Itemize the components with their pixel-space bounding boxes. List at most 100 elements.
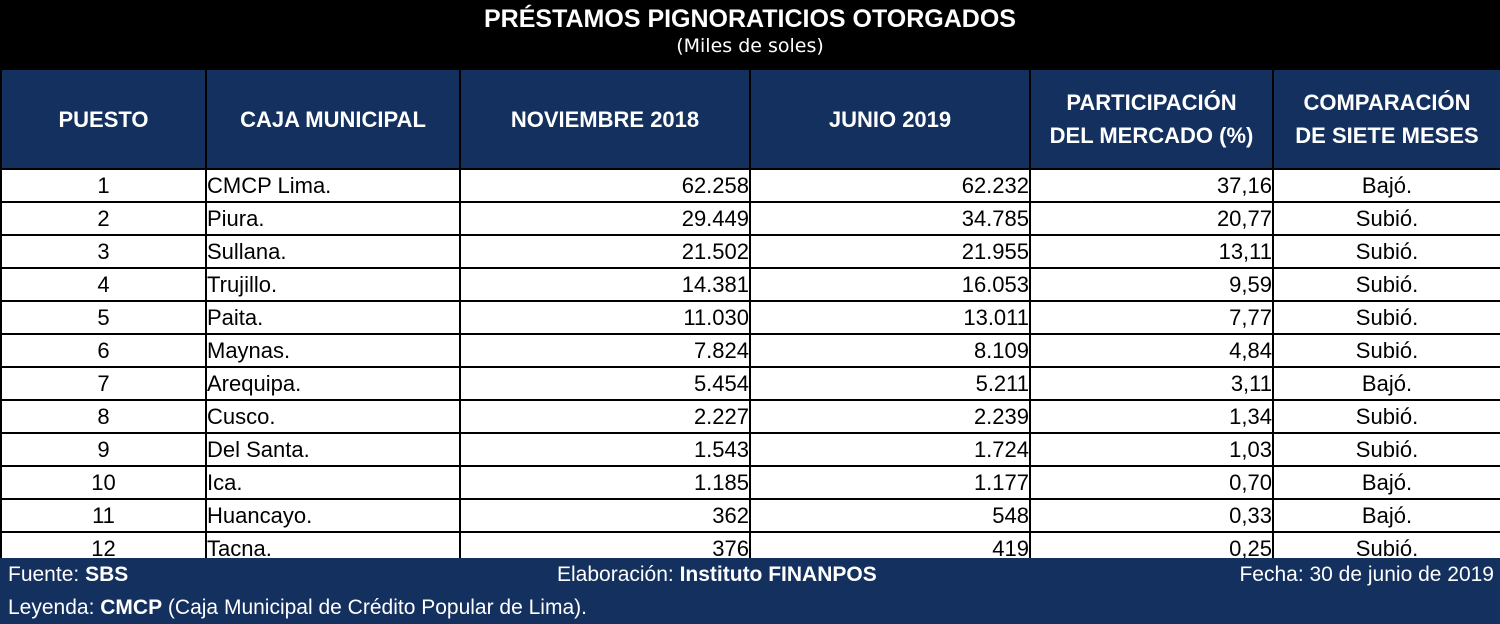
cell-rank: 7 (0, 366, 207, 401)
cell-market-share: 37,16 (1029, 168, 1274, 203)
cell-market-share: 1,03 (1029, 432, 1274, 467)
cell-jun-2019: 2.239 (749, 399, 1031, 434)
cell-rank: 11 (0, 498, 207, 533)
table-header-row: PUESTO CAJA MUNICIPAL NOVIEMBRE 2018 JUN… (0, 68, 1500, 170)
table-row: 2 Piura. 29.449 34.785 20,77 Subió. (0, 201, 1500, 236)
footer-legend-value: CMCP (100, 596, 163, 619)
cell-comparison: Subió. (1272, 300, 1500, 335)
cell-caja-name: Paita. (205, 300, 461, 335)
cell-caja-name: Sullana. (205, 234, 461, 269)
footer-source-label: Fuente: (8, 563, 86, 586)
cell-rank: 3 (0, 234, 207, 269)
page-title: PRÉSTAMOS PIGNORATICIOS OTORGADOS (484, 5, 1016, 33)
cell-caja-name: Ica. (205, 465, 461, 500)
cell-market-share: 9,59 (1029, 267, 1274, 302)
cell-jun-2019: 16.053 (749, 267, 1031, 302)
cell-rank: 8 (0, 399, 207, 434)
cell-nov-2018: 62.258 (459, 168, 751, 203)
column-header-share: PARTICIPACIÓN DEL MERCADO (%) (1029, 68, 1274, 170)
cell-nov-2018: 11.030 (459, 300, 751, 335)
cell-jun-2019: 5.211 (749, 366, 1031, 401)
table-row: 11 Huancayo. 362 548 0,33 Bajó. (0, 498, 1500, 533)
footer-legend-desc: (Caja Municipal de Crédito Popular de Li… (162, 596, 587, 619)
cell-comparison: Subió. (1272, 432, 1500, 467)
cell-nov-2018: 14.381 (459, 267, 751, 302)
column-header-jun-2019: JUNIO 2019 (749, 68, 1031, 170)
column-header-name: CAJA MUNICIPAL (205, 68, 461, 170)
cell-market-share: 13,11 (1029, 234, 1274, 269)
cell-nov-2018: 1.185 (459, 465, 751, 500)
footer-date: Fecha: 30 de junio de 2019 (1239, 563, 1494, 586)
cell-caja-name: Arequipa. (205, 366, 461, 401)
column-header-comparison-line1: COMPARACIÓN (1303, 90, 1471, 115)
footer-source: Fuente: SBS (8, 560, 128, 590)
column-header-share-line1: PARTICIPACIÓN (1066, 90, 1237, 115)
cell-jun-2019: 8.109 (749, 333, 1031, 368)
cell-jun-2019: 21.955 (749, 234, 1031, 269)
cell-market-share: 3,11 (1029, 366, 1274, 401)
cell-market-share: 20,77 (1029, 201, 1274, 236)
cell-nov-2018: 7.824 (459, 333, 751, 368)
footer-source-value: SBS (85, 563, 129, 586)
cell-jun-2019: 13.011 (749, 300, 1031, 335)
cell-market-share: 1,34 (1029, 399, 1274, 434)
cell-jun-2019: 548 (749, 498, 1031, 533)
column-header-nov-2018: NOVIEMBRE 2018 (459, 68, 751, 170)
cell-rank: 5 (0, 300, 207, 335)
cell-comparison: Subió. (1272, 333, 1500, 368)
cell-rank: 4 (0, 267, 207, 302)
column-header-comparison: COMPARACIÓN DE SIETE MESES (1272, 68, 1500, 170)
footer-legend: Leyenda: CMCP (Caja Municipal de Crédito… (8, 593, 587, 623)
column-header-share-line2: DEL MERCADO (%) (1049, 123, 1254, 148)
title-bar: PRÉSTAMOS PIGNORATICIOS OTORGADOS (Miles… (0, 0, 1500, 68)
table-row: 10 Ica. 1.185 1.177 0,70 Bajó. (0, 465, 1500, 500)
cell-market-share: 0,70 (1029, 465, 1274, 500)
cell-nov-2018: 5.454 (459, 366, 751, 401)
cell-rank: 6 (0, 333, 207, 368)
table-row: 3 Sullana. 21.502 21.955 13,11 Subió. (0, 234, 1500, 269)
cell-market-share: 0,33 (1029, 498, 1274, 533)
table-row: 1 CMCP Lima. 62.258 62.232 37,16 Bajó. (0, 168, 1500, 203)
cell-rank: 2 (0, 201, 207, 236)
cell-comparison: Subió. (1272, 201, 1500, 236)
cell-rank: 1 (0, 168, 207, 203)
cell-rank: 10 (0, 465, 207, 500)
table-row: 9 Del Santa. 1.543 1.724 1,03 Subió. (0, 432, 1500, 467)
cell-comparison: Bajó. (1272, 366, 1500, 401)
table-body: 1 CMCP Lima. 62.258 62.232 37,16 Bajó. 2 Piura.… (0, 168, 1500, 566)
cell-comparison: Bajó. (1272, 498, 1500, 533)
cell-comparison: Subió. (1272, 399, 1500, 434)
column-header-rank: PUESTO (0, 68, 207, 170)
footer-elaboration: Elaboración: Instituto FINANPOS (557, 560, 877, 590)
cell-nov-2018: 362 (459, 498, 751, 533)
cell-market-share: 4,84 (1029, 333, 1274, 368)
cell-market-share: 7,77 (1029, 300, 1274, 335)
cell-jun-2019: 34.785 (749, 201, 1031, 236)
cell-jun-2019: 1.177 (749, 465, 1031, 500)
table-row: 5 Paita. 11.030 13.011 7,77 Subió. (0, 300, 1500, 335)
cell-caja-name: Cusco. (205, 399, 461, 434)
cell-caja-name: Huancayo. (205, 498, 461, 533)
cell-caja-name: Piura. (205, 201, 461, 236)
cell-nov-2018: 29.449 (459, 201, 751, 236)
page-subtitle: (Miles de soles) (676, 35, 824, 57)
cell-jun-2019: 1.724 (749, 432, 1031, 467)
cell-nov-2018: 1.543 (459, 432, 751, 467)
cell-comparison: Bajó. (1272, 168, 1500, 203)
column-header-comparison-line2: DE SIETE MESES (1295, 123, 1479, 148)
cell-rank: 9 (0, 432, 207, 467)
table-row: 8 Cusco. 2.227 2.239 1,34 Subió. (0, 399, 1500, 434)
cell-caja-name: Maynas. (205, 333, 461, 368)
cell-comparison: Subió. (1272, 234, 1500, 269)
cell-comparison: Subió. (1272, 267, 1500, 302)
table-row: 4 Trujillo. 14.381 16.053 9,59 Subió. (0, 267, 1500, 302)
cell-caja-name: Trujillo. (205, 267, 461, 302)
cell-caja-name: CMCP Lima. (205, 168, 461, 203)
footer-legend-label: Leyenda: (8, 596, 101, 619)
footer: Fuente: SBS Elaboración: Instituto FINAN… (0, 558, 1500, 624)
footer-elab-label: Elaboración: (557, 563, 680, 586)
cell-comparison: Bajó. (1272, 465, 1500, 500)
table-row: 6 Maynas. 7.824 8.109 4,84 Subió. (0, 333, 1500, 368)
footer-elab-value: Instituto FINANPOS (679, 563, 877, 586)
cell-caja-name: Del Santa. (205, 432, 461, 467)
